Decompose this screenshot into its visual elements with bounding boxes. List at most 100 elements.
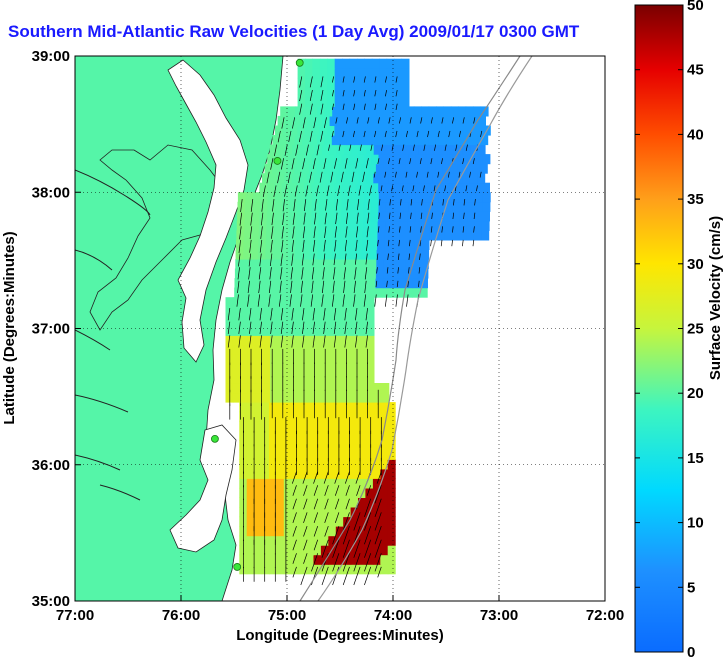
current-vector <box>418 267 421 274</box>
velocity-cell <box>460 125 469 136</box>
current-vector <box>333 321 337 334</box>
current-vector <box>395 76 398 83</box>
velocity-cell <box>361 249 370 260</box>
velocity-cell <box>284 306 293 317</box>
velocity-cell <box>328 459 337 470</box>
current-vector <box>332 76 334 83</box>
current-vector <box>313 226 316 239</box>
x-tick-label: 74:00 <box>374 607 412 624</box>
velocity-cell <box>322 325 330 336</box>
velocity-cell <box>474 182 483 193</box>
velocity-cell <box>262 306 271 317</box>
current-vector <box>312 253 315 266</box>
velocity-cell <box>299 115 308 126</box>
velocity-cell <box>405 163 414 174</box>
current-vector <box>295 144 299 156</box>
velocity-cell <box>371 192 380 203</box>
current-vector <box>342 294 345 307</box>
velocity-cell <box>362 239 371 250</box>
velocity-cell <box>391 239 400 250</box>
velocity-cell <box>273 230 282 241</box>
velocity-cell <box>343 430 352 441</box>
velocity-cell <box>246 497 255 508</box>
velocity-cell <box>366 363 375 374</box>
velocity-cell <box>322 373 330 384</box>
current-vector <box>430 117 433 124</box>
velocity-cell <box>361 163 370 174</box>
velocity-cell <box>283 449 292 460</box>
velocity-cell <box>319 68 328 79</box>
velocity-cell <box>305 68 313 79</box>
velocity-cell <box>232 354 241 365</box>
current-vector <box>353 553 361 572</box>
velocity-cell <box>313 526 322 537</box>
velocity-cell <box>292 115 301 126</box>
velocity-cell <box>232 373 241 384</box>
velocity-cell <box>343 173 352 184</box>
current-vector <box>291 308 294 321</box>
current-vector <box>323 308 326 321</box>
velocity-cell <box>352 287 361 298</box>
current-vector <box>416 130 419 138</box>
velocity-cell <box>302 259 311 270</box>
velocity-cell <box>380 173 389 184</box>
velocity-cell <box>254 545 263 556</box>
velocity-cell <box>251 230 260 241</box>
velocity-cell <box>319 96 328 107</box>
current-vector <box>351 171 355 183</box>
velocity-cell <box>387 507 396 518</box>
velocity-cell <box>269 440 277 451</box>
current-vector <box>387 239 390 247</box>
velocity-cell <box>306 535 315 546</box>
velocity-cell <box>433 115 442 126</box>
radar-station-marker <box>211 434 219 443</box>
velocity-cell <box>391 106 400 117</box>
current-vector <box>345 498 350 510</box>
current-vector <box>303 485 308 496</box>
velocity-cell <box>319 201 328 212</box>
velocity-cell <box>350 535 359 546</box>
velocity-cell <box>265 249 274 260</box>
current-vector <box>356 117 359 124</box>
current-vector <box>227 321 231 334</box>
velocity-cell <box>447 173 456 184</box>
velocity-cell <box>394 58 403 69</box>
current-vector <box>293 199 296 212</box>
current-vector <box>344 158 348 169</box>
current-vector <box>324 498 329 510</box>
current-vector <box>332 280 335 294</box>
velocity-cell <box>350 421 359 432</box>
velocity-cell <box>335 554 344 565</box>
current-vector <box>375 280 378 288</box>
velocity-cell <box>359 373 368 384</box>
velocity-cell <box>327 68 336 79</box>
velocity-cell <box>307 344 316 355</box>
current-vector <box>400 199 402 206</box>
velocity-cell <box>467 201 476 212</box>
current-vector <box>365 308 368 321</box>
velocity-cell <box>465 163 473 174</box>
velocity-cell <box>322 297 330 308</box>
velocity-cell <box>394 96 403 107</box>
current-vector <box>419 158 422 165</box>
current-vector <box>408 253 411 260</box>
velocity-cell <box>322 383 330 394</box>
velocity-cell <box>351 354 360 365</box>
velocity-cell <box>343 564 352 575</box>
velocity-cell <box>277 316 286 327</box>
velocity-cell <box>309 249 318 260</box>
current-vector <box>333 308 337 321</box>
velocity-cell <box>304 154 313 165</box>
current-vector <box>313 539 319 551</box>
current-vector <box>238 239 241 253</box>
velocity-cell <box>320 554 329 565</box>
velocity-cell <box>380 507 389 518</box>
colorbar-tick-label: 20 <box>687 385 704 402</box>
velocity-cell <box>458 106 467 117</box>
chesapeake-bay <box>167 59 249 363</box>
velocity-cell <box>415 154 424 165</box>
velocity-cell <box>386 77 395 88</box>
velocity-cell <box>364 192 372 203</box>
velocity-cell <box>279 278 287 289</box>
velocity-cell <box>326 154 335 165</box>
